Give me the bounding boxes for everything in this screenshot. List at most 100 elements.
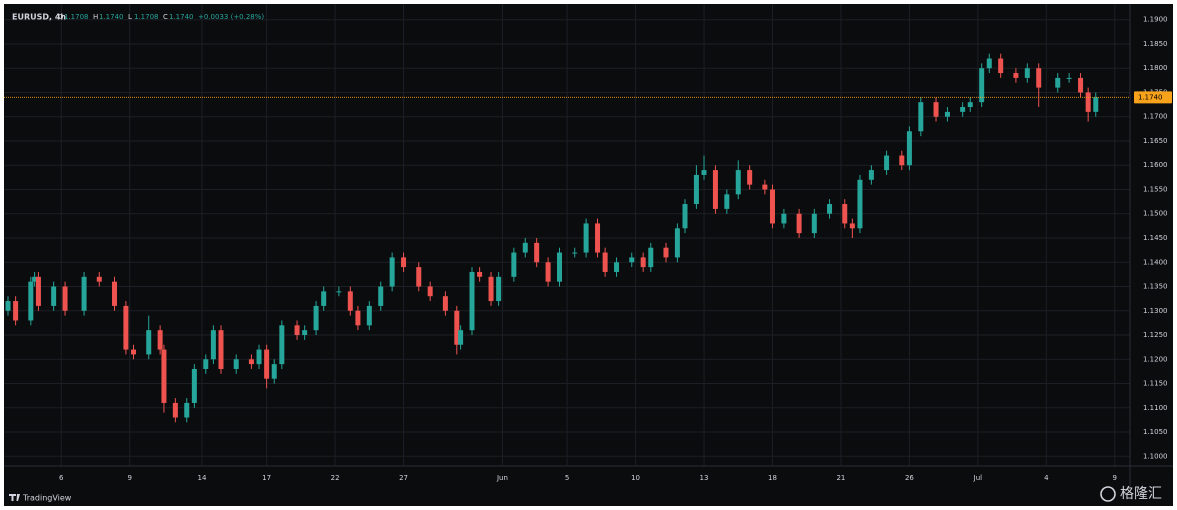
candle-body [868, 170, 874, 180]
candle-body [336, 291, 342, 293]
x-tick-label: Jul [973, 474, 983, 482]
x-tick-label: 26 [905, 474, 914, 482]
legend-value: 1.1708 [64, 13, 89, 21]
candle-body [735, 170, 741, 195]
candle-body [313, 305, 319, 331]
candle-body [1085, 92, 1091, 112]
last-price-label: 1.1740 [1138, 93, 1163, 101]
candle-body [522, 242, 528, 253]
candle-body [998, 58, 1004, 74]
candle-body [458, 330, 464, 345]
y-tick-label: 1.1400 [1143, 258, 1168, 266]
candle-body [416, 267, 422, 287]
legend-key: H [93, 13, 98, 21]
candle-body [321, 291, 327, 306]
candle-body [724, 194, 730, 209]
x-tick-label: 4 [1044, 474, 1049, 482]
legend-key: C [163, 13, 168, 21]
candle-body [477, 271, 483, 277]
candle-body [1055, 77, 1061, 88]
candle-body [762, 184, 768, 190]
candle-body [203, 359, 209, 369]
legend-change: +0.0033 (+0.28%) [198, 13, 264, 21]
legend-value: 1.1740 [99, 13, 124, 21]
candle-body [648, 247, 654, 268]
x-tick-label: 5 [565, 474, 569, 482]
candle-body [899, 155, 905, 166]
candle-body [747, 170, 753, 185]
legend-value: 1.1740 [169, 13, 194, 21]
candle-body [81, 276, 87, 311]
candle-body [906, 131, 912, 166]
y-tick-label: 1.1200 [1143, 355, 1168, 363]
y-tick-label: 1.1450 [1143, 234, 1168, 242]
candle-body [511, 252, 517, 277]
candle-body [401, 257, 407, 268]
candle-body [674, 228, 680, 258]
candle-body [184, 402, 190, 418]
legend-value: 1.1708 [134, 13, 159, 21]
candle-body [496, 276, 502, 302]
x-tick-label: 6 [59, 474, 64, 482]
candle-body [640, 257, 646, 268]
candle-body [161, 349, 167, 403]
candle-body [366, 305, 372, 326]
candle-body [256, 349, 262, 365]
watermark-text: 格隆汇 [1120, 486, 1162, 502]
candle-body [131, 349, 137, 355]
candle-body [469, 271, 475, 331]
y-tick-label: 1.1550 [1143, 185, 1168, 193]
x-tick-label: 22 [331, 474, 340, 482]
candle-body [629, 257, 635, 263]
candle-body [918, 102, 924, 132]
candle-body [979, 68, 985, 103]
x-tick-label: 14 [198, 474, 207, 482]
candle-body [884, 155, 890, 171]
x-tick-label: Jun [496, 474, 508, 482]
y-tick-label: 1.1600 [1143, 161, 1168, 169]
candle-body [442, 296, 448, 311]
candle-body [172, 402, 178, 418]
y-tick-label: 1.1500 [1143, 210, 1168, 218]
candle-body [701, 170, 707, 175]
candle-body [614, 262, 620, 272]
candle-body [960, 107, 966, 112]
legend-key: O [58, 13, 64, 21]
candle-body [827, 204, 833, 214]
candle-body [488, 276, 494, 302]
candle-body [51, 286, 57, 306]
candle-body [5, 301, 11, 311]
x-tick-label: 17 [262, 474, 271, 482]
chart-background [4, 4, 1173, 506]
candle-body [233, 359, 239, 369]
candle-body [811, 213, 817, 234]
candle-body [842, 204, 848, 224]
candle-body [1066, 77, 1072, 79]
candle-body [427, 286, 433, 297]
y-tick-label: 1.1900 [1143, 16, 1168, 24]
y-tick-label: 1.1650 [1143, 137, 1168, 145]
candle-body [1013, 73, 1019, 78]
last-price-tag [1134, 91, 1172, 104]
candle-body [13, 301, 19, 321]
candle-body [693, 174, 699, 205]
candle-body [191, 368, 197, 403]
candle-body [389, 257, 395, 287]
candle-body [595, 223, 601, 253]
candle-body [28, 281, 34, 321]
candle-body [157, 330, 163, 350]
candle-body [218, 330, 224, 369]
candle-body [1036, 68, 1042, 88]
y-tick-label: 1.1050 [1143, 428, 1168, 436]
candle-body [378, 286, 384, 306]
candle-body [62, 286, 68, 311]
candle-body [146, 330, 152, 355]
y-tick-label: 1.1300 [1143, 307, 1168, 315]
candle-body [849, 223, 855, 229]
y-tick-label: 1.1250 [1143, 331, 1168, 339]
candle-body [986, 58, 992, 69]
candle-body [572, 252, 578, 254]
candle-body [111, 281, 117, 306]
candle-body [534, 242, 540, 263]
y-tick-label: 1.1850 [1143, 40, 1168, 48]
